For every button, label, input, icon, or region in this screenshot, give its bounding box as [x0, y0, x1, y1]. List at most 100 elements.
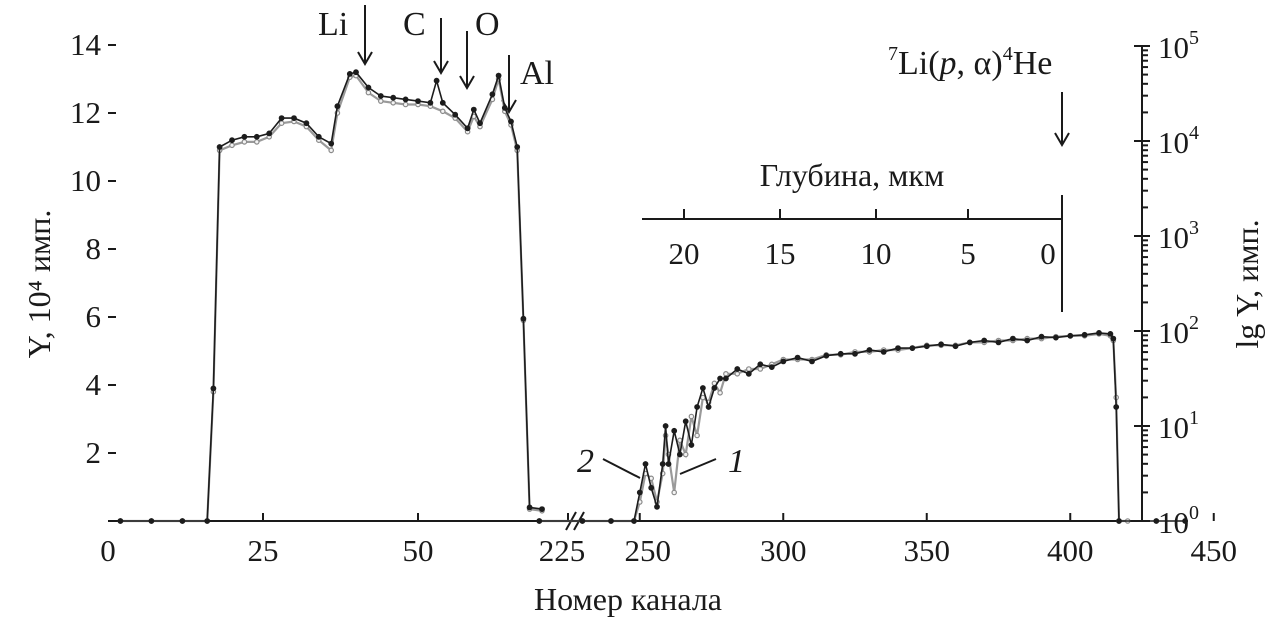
- series-2-point: [1067, 332, 1074, 339]
- right-y-tick-label: 103: [1158, 217, 1199, 255]
- series-2-point: [734, 366, 741, 372]
- series-2-point: [966, 339, 973, 346]
- series-2-point: [636, 489, 643, 496]
- series-2-point: [439, 99, 446, 106]
- series-1-point: [745, 366, 752, 372]
- right-y-tick-label: 101: [1158, 407, 1199, 445]
- series-2-point: [179, 518, 186, 524]
- series-2-point: [1110, 335, 1117, 342]
- series-2-point: [757, 361, 764, 368]
- series-1-point: [278, 120, 285, 127]
- series-1-point: [402, 101, 409, 108]
- series-2-point: [390, 94, 397, 101]
- series-2-point: [452, 111, 459, 118]
- series-2-point: [346, 71, 353, 77]
- series-2-point: [508, 118, 514, 125]
- left-y-tick-label: 8: [86, 231, 102, 266]
- series-2-point: [328, 140, 335, 147]
- series-1-right-line: [539, 332, 1128, 523]
- series-2-point: [501, 105, 508, 111]
- right-y-tick-label: 104: [1158, 122, 1199, 160]
- series-2-point: [526, 504, 533, 511]
- series-2-point: [1182, 518, 1188, 524]
- x-tick-label: 300: [760, 533, 807, 568]
- series-2-point: [682, 418, 689, 425]
- series-1-point: [365, 89, 372, 96]
- series-2-point: [464, 125, 471, 132]
- series-2-point: [315, 133, 322, 140]
- series-2-point: [608, 518, 614, 524]
- series-1-point: [723, 370, 729, 377]
- series-1-point: [390, 100, 397, 106]
- series-1-point: [694, 432, 700, 439]
- x-tick-label: 50: [403, 533, 434, 568]
- series-2-point: [631, 518, 637, 524]
- series-2-point: [981, 337, 988, 344]
- element-label-o: O: [475, 6, 500, 43]
- arrow-reaction-head: [1054, 132, 1070, 147]
- x-tick-label: 350: [904, 533, 951, 568]
- series-2-point: [711, 385, 718, 391]
- arrow-li-head: [357, 51, 373, 66]
- series-2-right-line: [539, 332, 1186, 522]
- depth-tick-label: 5: [960, 236, 976, 271]
- series-2-point: [427, 99, 434, 106]
- series-1-point: [700, 394, 706, 401]
- left-y-tick-label: 6: [86, 299, 102, 334]
- series-2-point: [495, 72, 502, 79]
- series-2-point: [1081, 331, 1088, 338]
- series-2-point: [216, 144, 223, 150]
- depth-tick-label: 15: [765, 236, 796, 271]
- series-2-point: [477, 120, 483, 127]
- x-tick-label: 400: [1047, 533, 1094, 568]
- series-2-point: [334, 103, 341, 110]
- series-2-point: [909, 345, 916, 351]
- x-tick-label: 0: [100, 533, 116, 568]
- series-2-point: [923, 343, 930, 350]
- series-2-point: [866, 347, 873, 353]
- series-2-left-line: [120, 71, 543, 522]
- axes: [108, 47, 1143, 531]
- curves: [117, 69, 1188, 524]
- series-2-point: [895, 345, 901, 351]
- element-label-c: C: [403, 6, 426, 43]
- series-2-point: [433, 77, 440, 84]
- arrow-c-head: [433, 60, 449, 75]
- x-tick-label: 450: [1191, 533, 1238, 568]
- series-2-point: [823, 352, 830, 359]
- ticks: 0 25 50 225 250 300 350 400 45024681012141001011…: [70, 27, 1237, 568]
- series-2-point: [489, 91, 496, 98]
- series-2-point: [688, 442, 695, 448]
- element-label-al: Al: [520, 55, 554, 92]
- left-y-tick-label: 4: [86, 367, 102, 402]
- series-2-point: [659, 461, 666, 467]
- series-2-point: [642, 461, 649, 467]
- series-2-point: [402, 96, 409, 103]
- series-1-point: [757, 366, 764, 372]
- series-2-point: [117, 518, 124, 524]
- series-2-point: [938, 341, 944, 348]
- series-2-point: [809, 358, 815, 365]
- series-2-point: [536, 518, 543, 524]
- series-2-point: [514, 144, 521, 150]
- series-2-point: [1153, 518, 1160, 524]
- depth-axis-title: Глубина, мкм: [760, 157, 944, 193]
- series-2-point: [266, 130, 273, 137]
- series-2-point: [1024, 337, 1031, 344]
- left-y-tick-label: 14: [70, 27, 102, 62]
- element-label-li: Li: [318, 6, 348, 43]
- series-2-point: [648, 484, 655, 491]
- series-2-point: [694, 404, 700, 410]
- reaction-superscript-7: 7: [888, 43, 898, 65]
- series-2-point: [1096, 329, 1102, 336]
- series-2-point: [291, 115, 297, 121]
- series-marker-2: 2: [577, 443, 594, 480]
- series-2-point: [210, 385, 217, 392]
- reaction-label: 7Li(p, α)4He: [888, 43, 1052, 82]
- series-2-point: [241, 133, 248, 140]
- series-2-point: [794, 354, 801, 361]
- series-1-point: [734, 370, 741, 377]
- x-tick-label: 225: [539, 533, 586, 568]
- series-2-point: [303, 120, 310, 127]
- series-1-point: [229, 142, 235, 149]
